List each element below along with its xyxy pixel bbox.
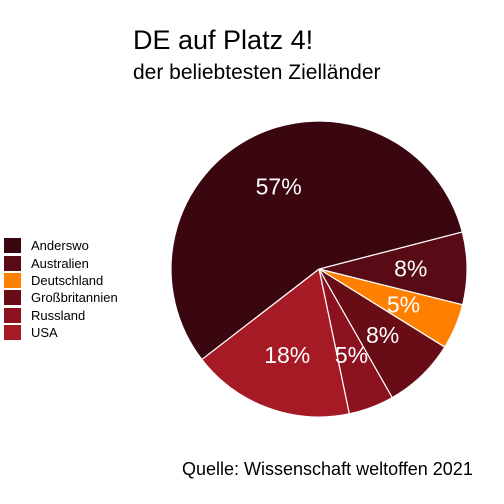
legend-label-deutschland: Deutschland bbox=[31, 272, 104, 288]
legend-swatch-russland bbox=[4, 307, 21, 323]
legend-label-russland: Russland bbox=[31, 307, 86, 323]
legend-swatch-anderswo bbox=[4, 238, 21, 254]
legend-item-russland: Russland bbox=[4, 307, 118, 324]
legend-label-anderswo: Anderswo bbox=[31, 238, 89, 254]
legend-swatch-grossbritannien bbox=[4, 290, 21, 306]
legend-swatch-deutschland bbox=[4, 272, 21, 288]
legend-label-grossbritannien: Großbritannien bbox=[31, 290, 118, 306]
legend-label-australien: Australien bbox=[31, 255, 89, 271]
pie-label-anderswo: 57% bbox=[256, 174, 302, 200]
pie-slice-anderswo bbox=[170, 120, 464, 361]
pie-label-deutschland: 5% bbox=[387, 292, 420, 318]
chart-subtitle: der beliebtesten Zielländer bbox=[133, 61, 381, 84]
legend-item-deutschland: Deutschland bbox=[4, 272, 118, 289]
pie-label-grossbritannien: 8% bbox=[366, 322, 399, 348]
legend: Anderswo Australien Deutschland Großbrit… bbox=[4, 237, 118, 341]
source-caption: Quelle: Wissenschaft weltoffen 2021 bbox=[182, 459, 473, 479]
legend-item-grossbritannien: Großbritannien bbox=[4, 289, 118, 306]
legend-item-anderswo: Anderswo bbox=[4, 237, 118, 254]
pie-slice-usa bbox=[201, 267, 351, 418]
legend-swatch-australien bbox=[4, 255, 21, 271]
legend-item-usa: USA bbox=[4, 324, 118, 341]
pie-label-australien: 8% bbox=[394, 256, 427, 282]
legend-swatch-usa bbox=[4, 325, 21, 341]
pie-label-russland: 5% bbox=[335, 342, 368, 368]
legend-item-australien: Australien bbox=[4, 254, 118, 271]
legend-label-usa: USA bbox=[31, 325, 58, 341]
chart-title: DE auf Platz 4! bbox=[133, 25, 314, 55]
pie-label-usa: 18% bbox=[264, 342, 310, 368]
